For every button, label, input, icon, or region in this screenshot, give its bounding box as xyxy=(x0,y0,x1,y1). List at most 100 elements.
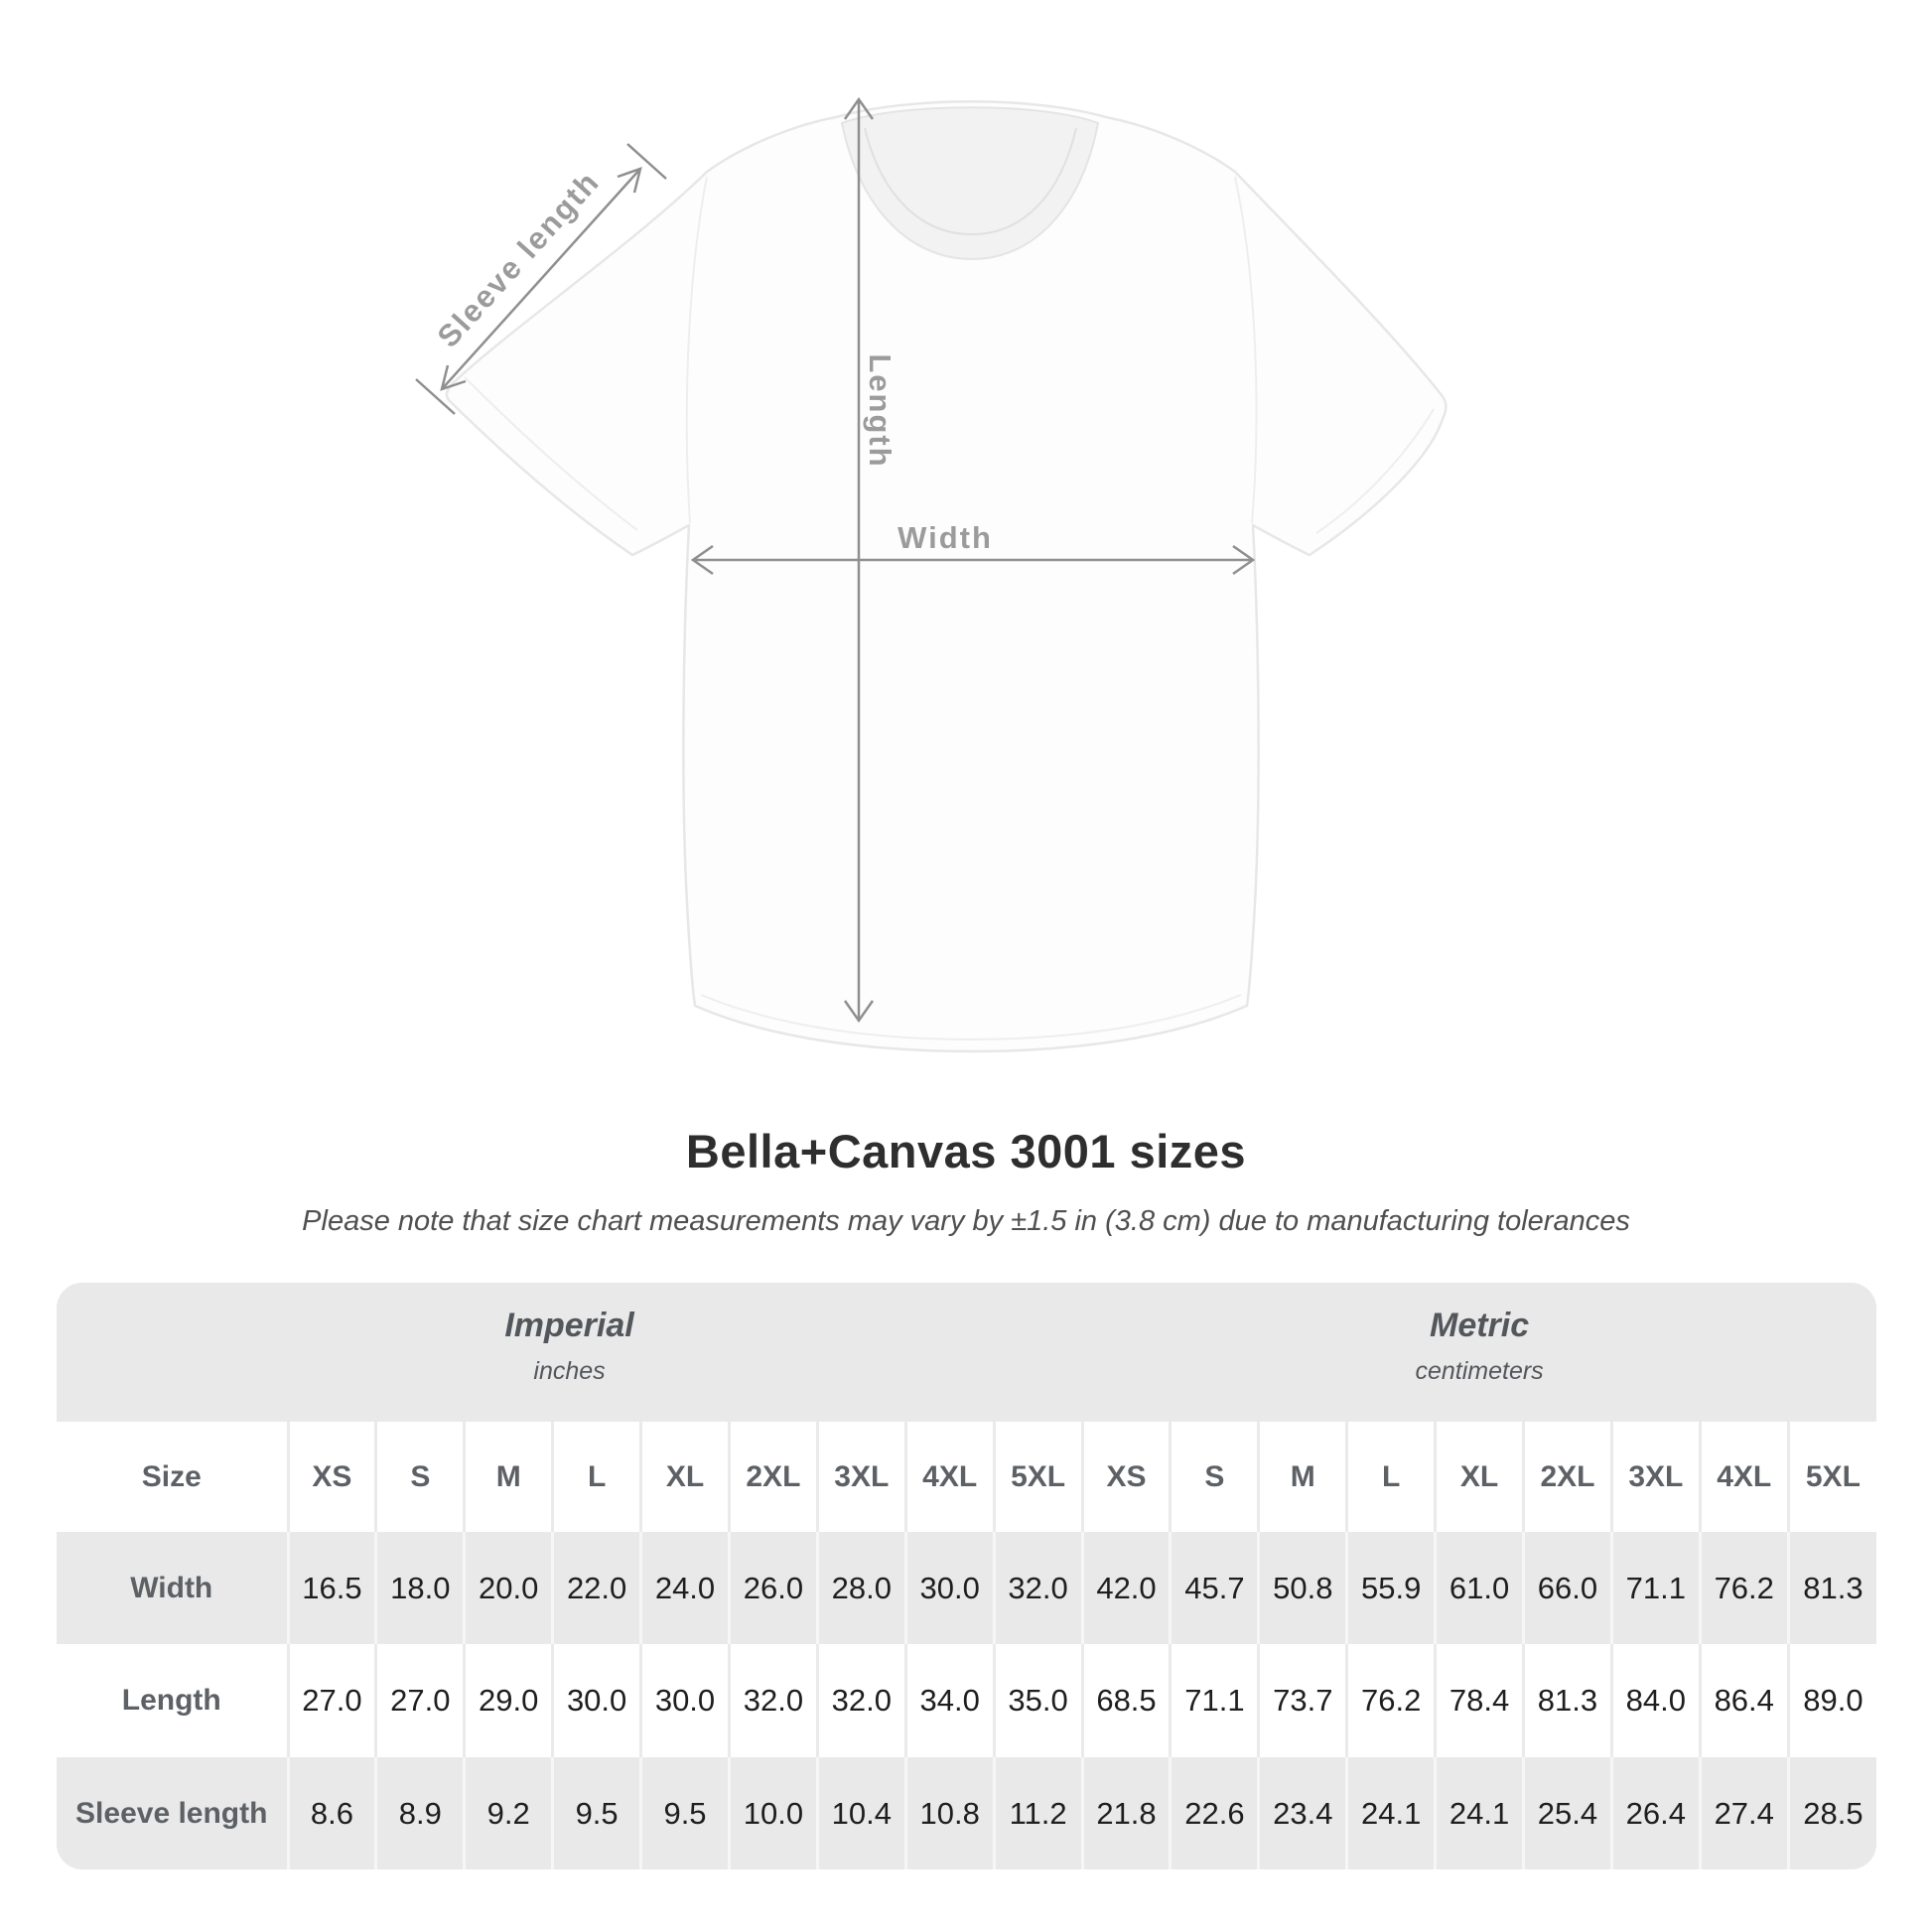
size-header-cell: 2XL xyxy=(1522,1422,1612,1532)
measurement-value-cell: 27.4 xyxy=(1698,1757,1789,1869)
measurement-value-cell: 81.3 xyxy=(1786,1532,1876,1644)
metric-unit: centimeters xyxy=(1415,1356,1544,1385)
imperial-group-header: Imperial inches xyxy=(57,1283,1083,1422)
size-header-cell: 3XL xyxy=(1609,1422,1701,1532)
measurement-value-cell: 73.7 xyxy=(1257,1644,1347,1757)
measurement-value-cell: 10.0 xyxy=(727,1757,818,1869)
measurement-value-cell: 30.0 xyxy=(903,1532,995,1644)
measurement-value-cell: 22.6 xyxy=(1169,1757,1259,1869)
page-title: Bella+Canvas 3001 sizes xyxy=(685,1125,1247,1177)
measurement-value-cell: 28.5 xyxy=(1786,1757,1876,1869)
measurement-value-cell: 29.0 xyxy=(463,1644,553,1757)
measurement-value-cell: 11.2 xyxy=(992,1757,1083,1869)
measurement-value-cell: 81.3 xyxy=(1522,1644,1612,1757)
size-header-cell: 3XL xyxy=(815,1422,906,1532)
measurement-value-cell: 86.4 xyxy=(1698,1644,1789,1757)
measurement-value-cell: 26.4 xyxy=(1609,1757,1701,1869)
measurement-value-cell: 32.0 xyxy=(992,1532,1083,1644)
measurement-value-cell: 42.0 xyxy=(1080,1532,1171,1644)
size-header-cell: 4XL xyxy=(903,1422,995,1532)
measurement-value-cell: 61.0 xyxy=(1434,1532,1524,1644)
size-header-cell: 5XL xyxy=(992,1422,1083,1532)
tshirt-collar-ribbing xyxy=(864,127,1077,236)
size-header-cell: M xyxy=(463,1422,553,1532)
tshirt-seams xyxy=(464,176,1435,1041)
measurement-value-cell: 76.2 xyxy=(1345,1644,1436,1757)
measurement-value-cell: 55.9 xyxy=(1345,1532,1436,1644)
measurement-value-cell: 30.0 xyxy=(551,1644,641,1757)
measurement-value-cell: 10.4 xyxy=(815,1757,906,1869)
sleeve-length-arrow xyxy=(415,143,667,415)
measurement-value-cell: 22.0 xyxy=(551,1532,641,1644)
measurement-value-cell: 66.0 xyxy=(1522,1532,1612,1644)
metric-label: Metric xyxy=(1430,1306,1530,1344)
measurement-value-cell: 27.0 xyxy=(286,1644,376,1757)
measurement-value-cell: 27.0 xyxy=(374,1644,465,1757)
measurement-value-cell: 89.0 xyxy=(1786,1644,1876,1757)
measurement-value-cell: 50.8 xyxy=(1257,1532,1347,1644)
measurement-value-cell: 28.0 xyxy=(815,1532,906,1644)
dimension-annotations xyxy=(415,96,1256,1024)
measurement-value-cell: 76.2 xyxy=(1698,1532,1789,1644)
unit-group-header-row: Imperial inches Metric centimeters xyxy=(57,1283,1876,1422)
measurement-value-cell: 9.5 xyxy=(639,1757,730,1869)
measurement-row-label: Width xyxy=(130,1571,213,1604)
width-label: Width xyxy=(897,520,993,555)
length-label: Length xyxy=(863,353,897,468)
size-header-cell: 4XL xyxy=(1698,1422,1789,1532)
measurement-value-cell: 9.5 xyxy=(551,1757,641,1869)
size-header-cell: XS xyxy=(1080,1422,1171,1532)
size-header-cell: S xyxy=(1169,1422,1259,1532)
measurement-value-cell: 68.5 xyxy=(1080,1644,1171,1757)
size-header-cell: S xyxy=(374,1422,465,1532)
size-chart-table: Imperial inches Metric centimeters Size … xyxy=(57,1283,1876,1869)
measurement-value-cell: 8.6 xyxy=(286,1757,376,1869)
size-header-cell: L xyxy=(1345,1422,1436,1532)
measurement-value-cell: 32.0 xyxy=(727,1644,818,1757)
measurement-value-cell: 25.4 xyxy=(1522,1757,1612,1869)
metric-group-header: Metric centimeters xyxy=(1082,1283,1876,1422)
size-header-cell: XL xyxy=(1434,1422,1524,1532)
measurement-value-cell: 34.0 xyxy=(903,1644,995,1757)
tolerance-note: Please note that size chart measurements… xyxy=(302,1205,1630,1237)
measurement-value-cell: 9.2 xyxy=(463,1757,553,1869)
tshirt-diagram: Length Width Sleeve length xyxy=(415,96,1448,1053)
size-header-cell: M xyxy=(1257,1422,1347,1532)
measurement-value-cell: 84.0 xyxy=(1609,1644,1701,1757)
size-header-cell: 5XL xyxy=(1786,1422,1876,1532)
measurement-value-cell: 24.0 xyxy=(639,1532,730,1644)
measurement-value-cell: 35.0 xyxy=(992,1644,1083,1757)
measurement-value-cell: 26.0 xyxy=(727,1532,818,1644)
size-header-row: Size XS S M L XL 2XL 3XL 4XL 5XL XS S M … xyxy=(57,1422,1876,1532)
measurement-value-cell: 21.8 xyxy=(1080,1757,1171,1869)
measurement-value-cell: 78.4 xyxy=(1434,1644,1524,1757)
sleeve-length-row: Sleeve length 8.6 8.9 9.2 9.5 9.5 10.0 1… xyxy=(57,1757,1876,1869)
tshirt-neck-opening xyxy=(840,106,1100,261)
tshirt-illustration xyxy=(445,100,1448,1053)
measurement-value-cell: 18.0 xyxy=(374,1532,465,1644)
measurement-value-cell: 20.0 xyxy=(463,1532,553,1644)
width-row: Width 16.5 18.0 20.0 22.0 24.0 26.0 28.0… xyxy=(57,1532,1876,1644)
measurement-value-cell: 32.0 xyxy=(815,1644,906,1757)
tshirt-body xyxy=(445,100,1448,1053)
measurement-value-cell: 10.8 xyxy=(903,1757,995,1869)
measurement-value-cell: 71.1 xyxy=(1609,1532,1701,1644)
measurement-value-cell: 24.1 xyxy=(1345,1757,1436,1869)
size-header-cell: XS xyxy=(286,1422,376,1532)
length-row: Length 27.0 27.0 29.0 30.0 30.0 32.0 32.… xyxy=(57,1644,1876,1757)
measurement-value-cell: 30.0 xyxy=(639,1644,730,1757)
imperial-unit: inches xyxy=(533,1356,606,1385)
measurement-row-label: Sleeve length xyxy=(75,1796,268,1830)
size-header-cell: 2XL xyxy=(727,1422,818,1532)
size-header-cell: L xyxy=(551,1422,641,1532)
measurement-value-cell: 71.1 xyxy=(1169,1644,1259,1757)
measurement-value-cell: 45.7 xyxy=(1169,1532,1259,1644)
measurement-value-cell: 23.4 xyxy=(1257,1757,1347,1869)
imperial-label: Imperial xyxy=(504,1306,634,1344)
width-arrow xyxy=(690,544,1256,576)
measurement-value-cell: 24.1 xyxy=(1434,1757,1524,1869)
measurement-row-label: Length xyxy=(121,1684,221,1717)
size-header-cell: XL xyxy=(639,1422,730,1532)
size-column-header: Size xyxy=(141,1459,202,1493)
